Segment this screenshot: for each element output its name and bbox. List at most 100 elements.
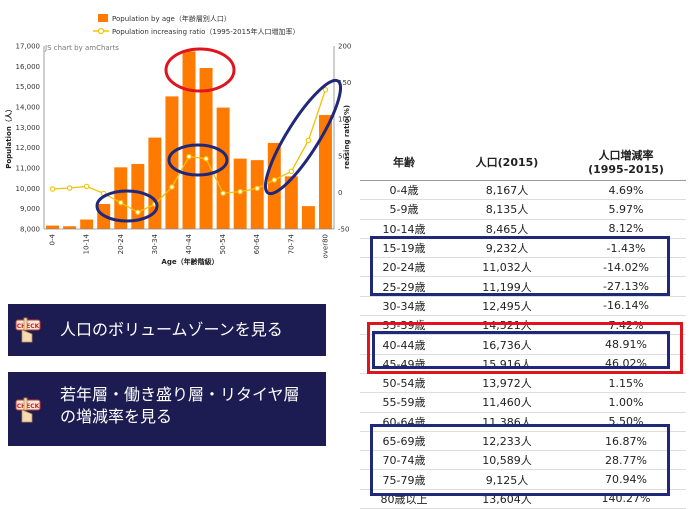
y-right-tick-label: 0 bbox=[338, 189, 342, 197]
x-tick-label: 0-4 bbox=[49, 233, 57, 245]
table-row: 0-4歳 8,167人 4.69% bbox=[360, 180, 686, 201]
table-cell-age: 15-19歳 bbox=[360, 238, 448, 259]
table-highlight-peak-inner bbox=[372, 331, 670, 369]
table-row: 40-44歳 16,736人 48.91% bbox=[360, 334, 686, 355]
y-right-tick-label: 150 bbox=[338, 79, 351, 87]
check-pointing-hand-icon: CHECK bbox=[15, 317, 41, 343]
table-header-ratio: 人口増減率 (1995-2015) bbox=[566, 146, 686, 181]
x-tick-label: 40-44 bbox=[185, 233, 193, 254]
table-cell-ratio: 48.91% bbox=[566, 334, 686, 355]
table-cell-age: 40-44歳 bbox=[360, 334, 448, 355]
bar-45-49 bbox=[199, 68, 213, 229]
table-cell-ratio: 1.15% bbox=[566, 373, 686, 394]
ratio-point-40-44 bbox=[186, 153, 192, 160]
table-row: 15-19歳 9,232人 -1.43% bbox=[360, 238, 686, 259]
table-cell-population: 11,032人 bbox=[448, 257, 566, 278]
y-left-tick-label: 14,000 bbox=[16, 104, 41, 112]
table-cell-population: 8,167人 bbox=[448, 180, 566, 201]
y-left-tick-label: 15,000 bbox=[16, 83, 41, 91]
table-cell-ratio: 4.69% bbox=[566, 180, 686, 201]
y-axis-right-title: reasing ratio(%) bbox=[343, 105, 351, 169]
table-cell-population: 8,135人 bbox=[448, 199, 566, 220]
ratio-point-75-79 bbox=[305, 137, 312, 144]
y-left-tick-label: 12,000 bbox=[16, 144, 41, 152]
legend-bar-label: Population by age（年齢層別人口） bbox=[112, 14, 231, 23]
table-cell-population: 13,972人 bbox=[448, 373, 566, 394]
table-row: 55-59歳 11,460人 1.00% bbox=[360, 392, 686, 413]
table-highlight-elderly bbox=[370, 424, 670, 496]
table-cell-population: 12,495人 bbox=[448, 296, 566, 317]
table-cell-ratio: 28.77% bbox=[566, 450, 686, 471]
ratio-point-55-59 bbox=[237, 188, 243, 195]
table-cell-population: 11,199人 bbox=[448, 276, 566, 297]
table-cell-population: 12,233人 bbox=[448, 431, 566, 452]
ratio-point-10-14 bbox=[83, 183, 90, 190]
table-row: 25-29歳 11,199人 -27.13% bbox=[360, 276, 686, 297]
bar-75-79 bbox=[301, 206, 315, 229]
y-right-tick-label: 50 bbox=[338, 152, 347, 160]
legend-line-label: Population increasing ratio（1995-2015年人口… bbox=[112, 27, 300, 36]
x-tick-label: 60-64 bbox=[253, 233, 261, 254]
ratio-point-50-54 bbox=[220, 190, 226, 196]
table-cell-population: 9,125人 bbox=[448, 469, 566, 490]
annotation-blue-ellipse-young-ratio bbox=[95, 189, 159, 223]
bar-70-74 bbox=[284, 176, 298, 229]
ratio-point-35-39 bbox=[169, 184, 175, 190]
table-row: 50-54歳 13,972人 1.15% bbox=[360, 373, 686, 394]
bar-35-39 bbox=[165, 96, 179, 229]
ratio-point-45-49 bbox=[203, 155, 209, 162]
chart-annotations bbox=[95, 47, 343, 223]
annotation-blue-ellipse-peak-ratio bbox=[167, 143, 229, 177]
table-row: 65-69歳 12,233人 16.87% bbox=[360, 431, 686, 452]
check-icon-label: CHECK bbox=[17, 323, 40, 330]
table-cell-age: 55-59歳 bbox=[360, 392, 448, 413]
table-cell-age: 30-34歳 bbox=[360, 296, 448, 317]
bar-60-64 bbox=[250, 160, 264, 229]
bar-over80 bbox=[318, 115, 332, 229]
population-chart: Population by age（年齢層別人口） Population inc… bbox=[4, 14, 352, 266]
table-highlight-young bbox=[370, 236, 670, 296]
table-header-row: 年齢 人口(2015) 人口増減率 (1995-2015) bbox=[360, 146, 686, 181]
x-tick-label: 70-74 bbox=[287, 233, 295, 254]
table-highlight-peak bbox=[367, 322, 683, 374]
ratio-point-20-24 bbox=[118, 199, 124, 206]
note-ratio-by-layer: CHECK 若年層・働き盛り層・リタイヤ層 の増減率を見る bbox=[8, 372, 326, 446]
table-cell-population: 9,232人 bbox=[448, 238, 566, 259]
table-cell-ratio: 16.87% bbox=[566, 431, 686, 452]
bar-25-29 bbox=[131, 163, 145, 229]
table-cell-population: 10,589人 bbox=[448, 450, 566, 471]
bar-5-9 bbox=[63, 226, 77, 229]
table-row: 5-9歳 8,135人 5.97% bbox=[360, 199, 686, 220]
check-icon-label: CHECK bbox=[17, 403, 40, 410]
x-tick-label: 50-54 bbox=[219, 233, 227, 254]
chart-credit: JS chart by amCharts bbox=[44, 44, 119, 52]
y-right-tick-label: 200 bbox=[338, 43, 351, 51]
y-left-tick-label: 13,000 bbox=[16, 124, 41, 132]
table-cell-ratio: 7.42% bbox=[566, 315, 686, 336]
table-cell-ratio: -1.43% bbox=[566, 238, 686, 259]
ratio-point-0-4 bbox=[49, 186, 56, 192]
table-row: 45-49歳 15,916人 46.02% bbox=[360, 354, 686, 374]
bar-20-24 bbox=[114, 167, 128, 229]
table-cell-age: 0-4歳 bbox=[360, 180, 448, 201]
legend-bar-swatch bbox=[98, 14, 108, 22]
table-cell-age: 70-74歳 bbox=[360, 450, 448, 471]
chart-legend: Population by age（年齢層別人口） Population inc… bbox=[93, 14, 300, 36]
table-cell-ratio: 70.94% bbox=[566, 469, 686, 490]
y-left-tick-label: 17,000 bbox=[16, 43, 41, 51]
bar-40-44 bbox=[182, 51, 196, 230]
annotation-red-ellipse-peak bbox=[164, 47, 236, 93]
check-pointing-hand-icon: CHECK bbox=[15, 397, 41, 423]
note-volume-zone-text: 人口のボリュームゾーンを見る bbox=[60, 320, 283, 339]
y-left-tick-label: 9,000 bbox=[20, 205, 40, 213]
table-header-population: 人口(2015) bbox=[448, 146, 566, 181]
chart-axes: 8,000 9,000 10,000 11,000 12,000 13,000 14,000… bbox=[16, 43, 352, 259]
table-cell-age: 75-79歳 bbox=[360, 469, 448, 490]
ratio-point-25-29 bbox=[135, 209, 141, 216]
table-cell-population: 16,736人 bbox=[448, 334, 566, 355]
table-cell-age: 20-24歳 bbox=[360, 257, 448, 278]
table-cell-ratio: 1.00% bbox=[566, 392, 686, 413]
table-cell-population: 11,460人 bbox=[448, 392, 566, 413]
ratio-point-65-69 bbox=[271, 177, 278, 183]
table-cell-ratio: -16.14% bbox=[566, 296, 686, 317]
